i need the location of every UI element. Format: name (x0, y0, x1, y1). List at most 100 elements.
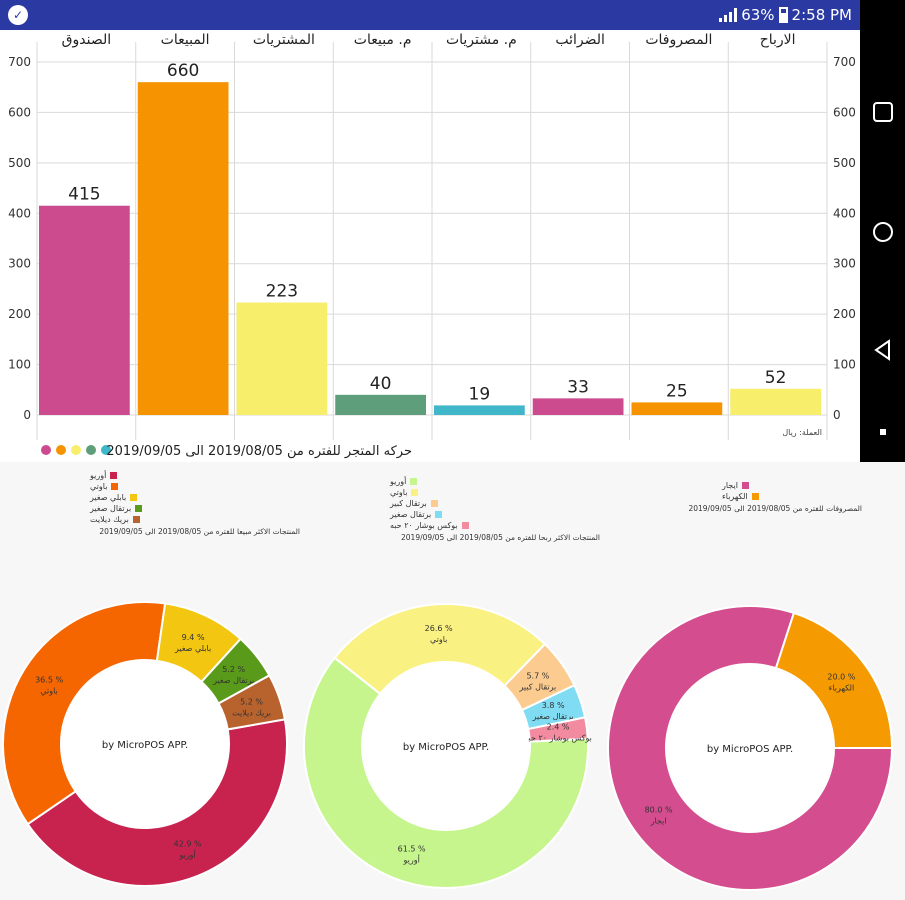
dot-indicator-icon (880, 429, 886, 435)
bar-value-label: 415 (68, 185, 100, 205)
bar (236, 302, 328, 415)
legend-label: برتقال صغير (390, 510, 432, 519)
back-button[interactable] (871, 338, 895, 362)
legend-label: بابلي صغير (90, 493, 127, 502)
expenses-legend: ايجار الكهرباء المصروفات للفتره من 2019/08… (688, 480, 862, 513)
category-label: م. مشتريات (446, 32, 517, 48)
legend-swatch (430, 500, 438, 507)
pie-title: المنتجات الاكثر ربحا للفتره من 2019/08/0… (401, 533, 600, 542)
slice-percent: 3.8 % (542, 701, 565, 710)
pie-slice (774, 611, 894, 749)
pie-slice (217, 674, 287, 731)
slice-label: برتقال صغير (212, 676, 254, 685)
slice-label: باوتي (40, 686, 57, 695)
app-notification-icon: ✓ (8, 5, 28, 25)
legend-label: برتقال كبير (390, 499, 427, 508)
slice-percent: 2.4 % (547, 723, 570, 732)
slice-percent: 20.0 % (827, 673, 855, 682)
center-text: by MicroPOS APP. (707, 744, 793, 755)
slice-percent: 42.9 % (174, 840, 202, 849)
y-tick-left: 500 (8, 156, 31, 170)
legend-dot (86, 445, 96, 455)
y-tick-right: 100 (833, 358, 856, 372)
legend-item: برتقال صغير (390, 509, 600, 520)
legend-swatch (411, 489, 419, 496)
slice-label: بابلي صغير (174, 644, 211, 653)
chart-title: حركه المتجر للفتره من 2019/08/05 الى 201… (106, 444, 412, 459)
legend-item: بابلي صغير (90, 492, 300, 503)
bar (335, 394, 426, 415)
donut-hole (62, 661, 228, 827)
center-text: by MicroPOS APP. (102, 740, 188, 751)
slice-label: أوريو (178, 850, 195, 860)
legend-swatch (751, 493, 759, 500)
legend-swatch (130, 494, 138, 501)
y-tick-left: 300 (8, 257, 31, 271)
bar-value-label: 33 (567, 377, 589, 397)
legend-swatch (435, 511, 443, 518)
legend-swatch (741, 482, 749, 489)
legend-dot (101, 445, 111, 455)
pie-slice (26, 718, 288, 887)
slice-label: ايجار (650, 816, 667, 825)
category-label: المشتريات (253, 32, 315, 48)
bar (631, 402, 723, 415)
legend-item: بوكس بوشار ٢٠ حبه (390, 520, 600, 531)
legend-item: برتقال صغير (90, 503, 300, 514)
legend-label: الكهرباء (722, 492, 748, 501)
legend-swatch (135, 505, 143, 512)
bar (434, 405, 525, 415)
pie-title: المصروفات للفتره من 2019/08/05 الى 2019/… (688, 504, 862, 513)
legend-item: أوريو (390, 476, 600, 487)
pie-title: المنتجات الاكثر مبيعا للفتره من 2019/08/… (99, 527, 300, 536)
recents-button[interactable] (871, 100, 895, 124)
legend-item: أوريو (90, 470, 300, 481)
pie-slice (2, 601, 167, 826)
category-label: المصروفات (645, 32, 712, 48)
legend-item: برتقال كبير (390, 498, 600, 509)
legend-label: أوريو (90, 471, 107, 480)
y-tick-right: 200 (833, 307, 856, 321)
center-text: by MicroPOS APP. (403, 742, 489, 753)
top-selling-legend: أوريو باوتي بابلي صغير برتقال صغير بريك ديلا… (90, 470, 300, 536)
y-tick-right: 400 (833, 206, 856, 220)
store-movement-chart-panel: 0 0 100 100 200 200 300 300 400 400 500 500 600 600 70… (0, 30, 860, 462)
legend-label: ايجار (722, 481, 738, 490)
legend-dot (56, 445, 66, 455)
bar (137, 82, 229, 415)
donut-hole (363, 663, 529, 829)
pie-charts-panel: أوريو باوتي بابلي صغير برتقال صغير بريك ديلا… (0, 462, 905, 900)
pie-slice (607, 605, 894, 891)
y-tick-right: 600 (833, 105, 856, 119)
slice-percent: 61.5 % (398, 845, 426, 854)
slice-percent: 5.7 % (526, 671, 549, 680)
legend-label: باوتي (390, 488, 408, 497)
bar (532, 398, 624, 415)
home-button[interactable] (871, 220, 895, 244)
legend-swatch (132, 516, 140, 523)
legend-label: أوريو (390, 477, 407, 486)
y-tick-right: 300 (833, 257, 856, 271)
legend-item: باوتي (390, 487, 600, 498)
signal-icon (719, 8, 738, 22)
bar-value-label: 25 (666, 381, 688, 401)
y-tick-left: 400 (8, 206, 31, 220)
slice-percent: 26.6 % (425, 624, 453, 633)
category-label: المبيعات (161, 32, 210, 48)
legend-item: ايجار (722, 480, 862, 491)
slice-label: باوتي (430, 635, 447, 644)
category-label: الصندوق (62, 32, 112, 48)
legend-label: باوتي (90, 482, 108, 491)
y-tick-left: 100 (8, 358, 31, 372)
slice-label: أوريو (402, 855, 419, 865)
category-label: م. مبيعات (354, 32, 412, 48)
legend-swatch (461, 522, 469, 529)
battery-percent: 63% (741, 6, 775, 24)
slice-label: بريك ديلايت (232, 708, 271, 717)
legend-dot (71, 445, 81, 455)
slice-label: بوكس بوشار ٢٠ حبه (524, 734, 592, 743)
store-movement-bar-chart: 0 0 100 100 200 200 300 300 400 400 500 500 600 600 70… (8, 32, 856, 459)
slice-percent: 5.2 % (240, 697, 263, 706)
